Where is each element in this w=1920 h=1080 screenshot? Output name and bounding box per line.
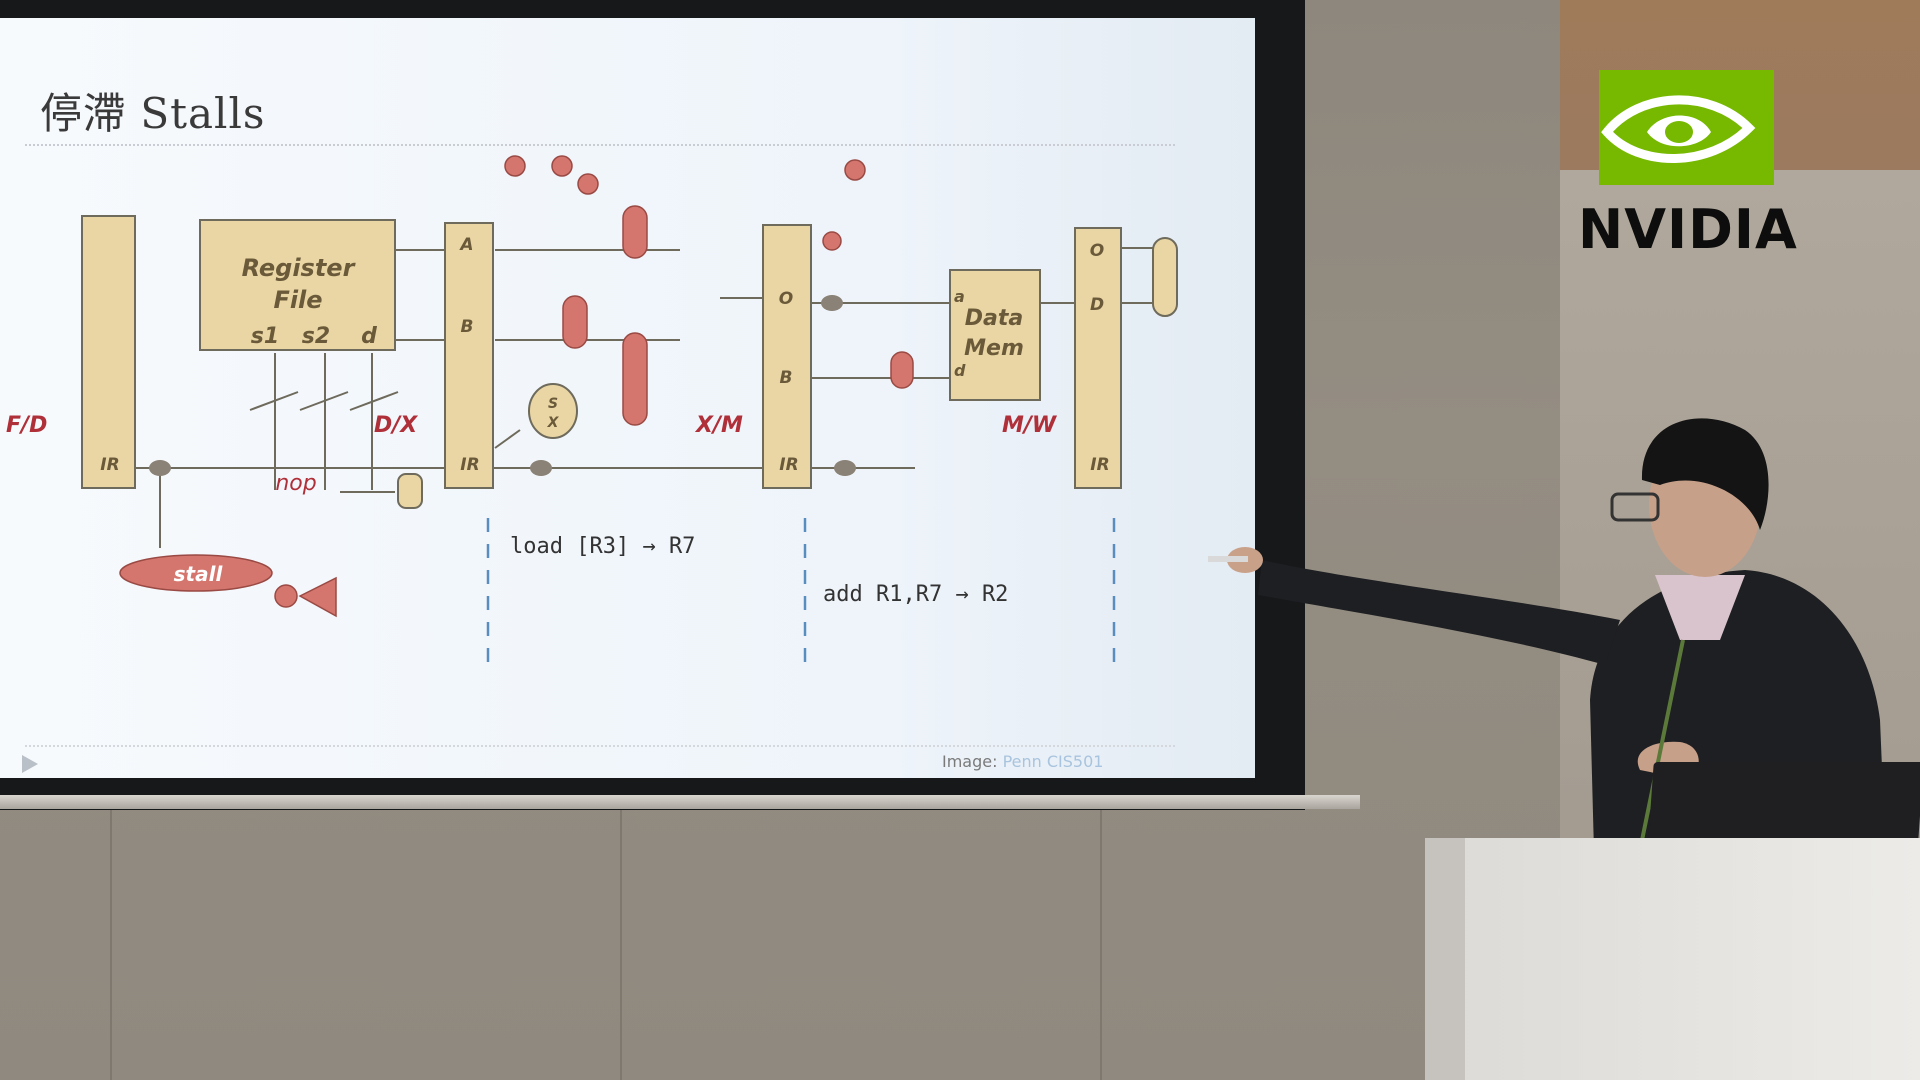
play-icon (22, 755, 38, 773)
image-credit: Image: Penn CIS501 (942, 752, 1104, 771)
xm-field-b: B (780, 368, 793, 388)
data-mem-label-2: Mem (964, 336, 1024, 361)
podium-edge (1425, 838, 1465, 1080)
nvidia-eye-logo (1599, 70, 1774, 185)
dx-field-b: B (461, 317, 474, 337)
stall-signal (119, 554, 273, 592)
rf-port-s1: s1 (251, 324, 279, 349)
fd-field-ir: IR (100, 455, 119, 475)
stall-label: stall (174, 562, 224, 586)
footer-divider (25, 745, 1175, 747)
title-divider (25, 144, 1175, 146)
register-file-label-2: File (273, 286, 322, 314)
stage-label-mw: M/W (1002, 413, 1058, 438)
mem-port-d: d (954, 361, 966, 380)
sx-top-label: S (548, 396, 558, 412)
data-memory-box (949, 269, 1041, 401)
register-file-box (199, 219, 396, 351)
mw-field-ir: IR (1090, 455, 1109, 475)
wall-seam (110, 810, 112, 1080)
mem-port-a: a (954, 287, 965, 306)
rf-port-s2: s2 (302, 324, 330, 349)
pipeline-diagram: Register File s1 s2 d Data Mem a d A B I… (6, 155, 1178, 673)
dx-latch (444, 222, 494, 489)
screen-rail (0, 795, 1360, 809)
projection-screen: 停滯 Stalls (0, 0, 1305, 810)
output-register (1152, 237, 1178, 317)
xm-field-ir: IR (779, 455, 798, 475)
data-mem-label: Data (965, 306, 1023, 331)
sx-unit (528, 383, 578, 439)
stage-label-fd: F/D (6, 413, 47, 438)
slide-title: 停滯 Stalls (40, 89, 266, 138)
fd-latch (81, 215, 136, 489)
register-file-label: Register (242, 254, 357, 282)
instruction-load: load [R3] → R7 (510, 534, 695, 559)
nop-mux (397, 473, 423, 509)
slide: 停滯 Stalls (0, 18, 1255, 778)
mw-field-o: O (1090, 241, 1104, 261)
mw-latch (1074, 227, 1122, 489)
mw-field-d: D (1090, 295, 1104, 315)
nvidia-wordmark: NVIDIA (1578, 198, 1798, 261)
dx-field-a: A (458, 235, 473, 255)
xm-latch (762, 224, 812, 489)
instruction-add: add R1,R7 → R2 (823, 582, 1008, 607)
podium (1425, 838, 1920, 1080)
xm-field-o: O (779, 289, 793, 309)
stage-label-dx: D/X (374, 413, 418, 438)
wall-seam (620, 810, 622, 1080)
stage-label-xm: X/M (694, 413, 743, 438)
sx-bottom-label: X (547, 415, 560, 431)
dx-field-ir: IR (460, 455, 479, 475)
nop-label: nop (275, 471, 316, 496)
rf-port-d: d (361, 324, 377, 349)
wall-seam (1100, 810, 1102, 1080)
